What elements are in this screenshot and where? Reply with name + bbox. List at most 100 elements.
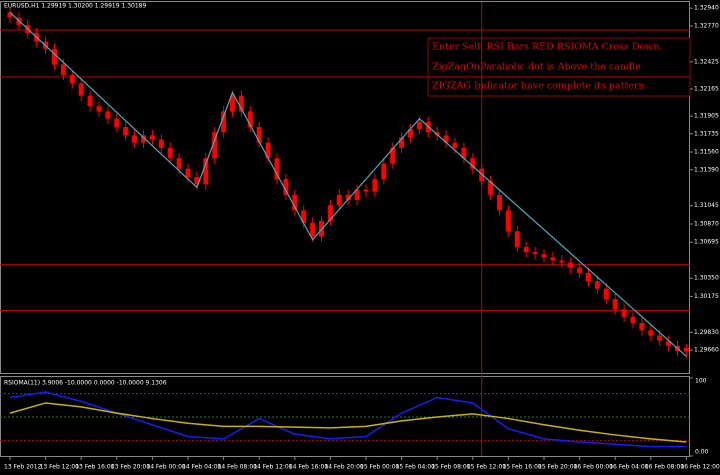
y-tick-label: 0.00 (695, 449, 709, 456)
y-tick-label: 1.30695 (694, 239, 719, 246)
candle-body (594, 281, 600, 289)
candle-body (532, 252, 538, 255)
x-tick-label: 14 Feb 08:00 (218, 464, 258, 471)
y-tick-label: 1.29830 (694, 329, 719, 336)
annotation: ZIGZAG Indicator have complete its patte… (432, 81, 648, 92)
candle-body (167, 147, 173, 159)
candle-body (274, 158, 280, 180)
candle-body (105, 111, 111, 119)
x-tick-label: 14 Feb 20:00 (324, 464, 364, 471)
candle-body (176, 158, 182, 169)
candle-body (541, 254, 547, 258)
x-tick-label: 14 Feb 04:00 (182, 464, 222, 471)
x-tick-label: 15 Feb 00:00 (360, 464, 400, 471)
main-frame (0, 1, 690, 374)
candle-body (7, 12, 13, 18)
candle-body (683, 348, 689, 352)
candle-body (158, 139, 164, 148)
candle-body (203, 158, 209, 185)
candle-body (630, 316, 636, 324)
candle-body (149, 135, 155, 140)
candle-body (639, 323, 645, 331)
indicator-line (9, 391, 687, 448)
y-tick-label: 1.32940 (694, 5, 719, 12)
candle-body (123, 127, 129, 136)
candle-body (292, 194, 298, 211)
x-tick-label: 16 Feb 00:00 (574, 464, 614, 471)
x-tick-label: 16 Feb 08:00 (645, 464, 685, 471)
candle-body (212, 132, 218, 159)
candle-body (194, 177, 200, 185)
x-tick-label: 13 Feb 12:00 (40, 464, 80, 471)
candle-body (354, 189, 360, 200)
y-tick-label: 1.32425 (694, 58, 719, 65)
x-tick-label: 15 Feb 16:00 (502, 464, 542, 471)
x-tick-label: 13 Feb 20:00 (111, 464, 151, 471)
indicator-line (9, 402, 687, 443)
header: EURUSD,H1 1.29919 1.30200 1.29919 1.3018… (4, 3, 146, 10)
y-tick-label: 1.30350 (694, 275, 719, 282)
candle-body (363, 189, 369, 192)
y-tick-label: 1.31045 (694, 202, 719, 209)
x-tick-label: 14 Feb 12:00 (253, 464, 293, 471)
candle-body (327, 205, 333, 221)
y-tick-label: 1.29660 (694, 347, 719, 354)
x-tick-label: 16 Feb 12:00 (680, 464, 720, 471)
y-tick-label: 1.31735 (694, 130, 719, 137)
x-tick-label: 14 Feb 00:00 (146, 464, 186, 471)
x-tick-label: 14 Feb 16:00 (289, 464, 329, 471)
candle-body (648, 330, 654, 336)
candle-body (381, 163, 387, 180)
candle-body (221, 111, 227, 133)
candle-body (505, 210, 511, 232)
candle-body (497, 194, 502, 211)
candle-body (345, 194, 351, 200)
y-tick-label: 1.31390 (694, 166, 719, 173)
candle-body (52, 48, 57, 65)
candle-body (586, 272, 591, 282)
candle-body (488, 181, 494, 195)
candle-body (265, 142, 271, 159)
annotation: Enter Sell: RSI Bars RED RSIOMA Cross Do… (432, 42, 662, 53)
candle-body (559, 260, 565, 263)
candle-body (399, 137, 405, 148)
candle-body (443, 135, 449, 143)
candle-body (301, 210, 307, 223)
y-tick-label: 1.32770 (694, 22, 719, 29)
candle-body (96, 106, 102, 112)
candle-body (78, 83, 84, 96)
candle-body (114, 118, 120, 128)
zigzag-line (9, 11, 687, 357)
candle-body (523, 246, 529, 253)
candle-body (514, 231, 520, 247)
candle-body (666, 340, 672, 346)
candle-body (283, 179, 289, 195)
candle-body (657, 335, 663, 341)
candle-body (247, 111, 253, 128)
x-tick-label: 15 Feb 12:00 (467, 464, 507, 471)
candle-body (141, 135, 146, 143)
candle-body (372, 179, 378, 192)
candle-body (577, 267, 583, 273)
candle-body (621, 309, 627, 317)
candle-body (452, 142, 458, 148)
candle-body (390, 147, 396, 164)
candle-body (256, 127, 262, 143)
candle-body (87, 95, 93, 107)
candle-body (185, 168, 191, 178)
candle-body (230, 95, 235, 112)
x-tick-label: 15 Feb 20:00 (538, 464, 578, 471)
candle-body (408, 129, 413, 138)
candle-body (461, 147, 467, 159)
candle-body (336, 194, 342, 206)
candle-body (416, 121, 422, 130)
candle-body (60, 64, 66, 75)
y-tick-label: 1.32165 (694, 85, 719, 92)
candle-body (310, 222, 316, 237)
annotation-box (427, 37, 691, 97)
candle-body (550, 257, 556, 261)
candle-body (479, 168, 485, 182)
annotation: ZigZagOnParabolic dot is Above the candl… (432, 62, 641, 73)
candle-body (603, 288, 609, 300)
